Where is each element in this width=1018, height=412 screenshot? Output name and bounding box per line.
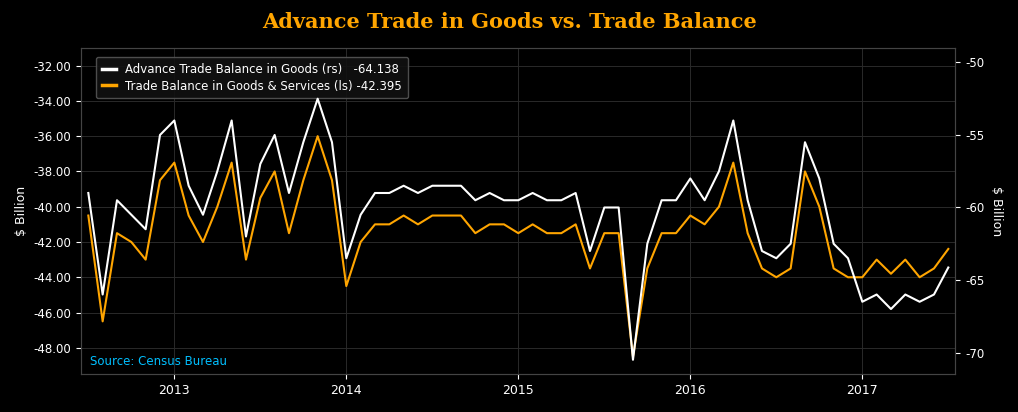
Text: Advance Trade in Goods vs. Trade Balance: Advance Trade in Goods vs. Trade Balance (262, 12, 756, 33)
Legend: Advance Trade Balance in Goods (rs)   -64.138, Trade Balance in Goods & Services: Advance Trade Balance in Goods (rs) -64.… (96, 57, 408, 98)
Y-axis label: $ Billion: $ Billion (15, 186, 29, 236)
Text: Source: Census Bureau: Source: Census Bureau (90, 355, 227, 368)
Y-axis label: $ Billion: $ Billion (989, 186, 1003, 236)
